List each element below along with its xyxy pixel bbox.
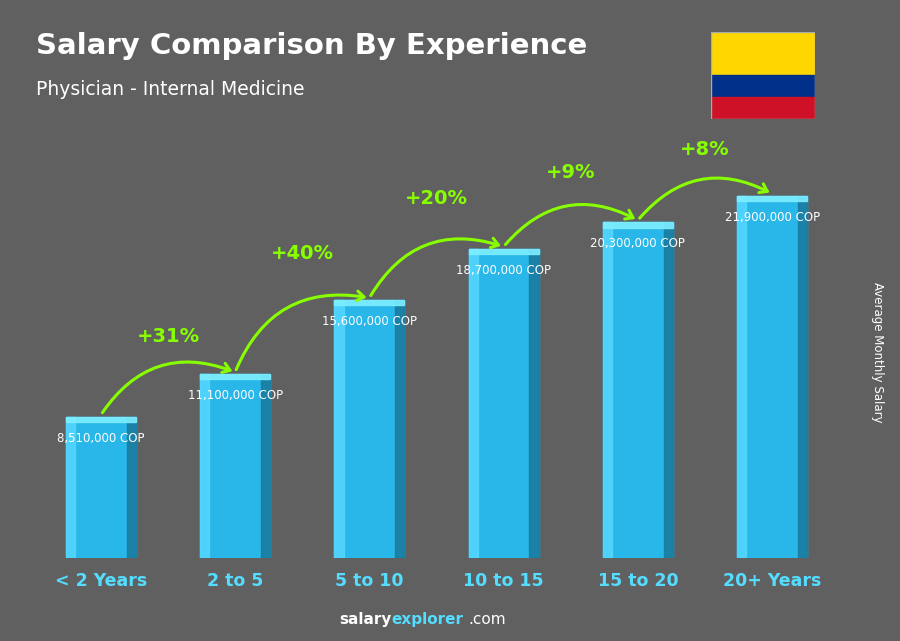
Text: salary: salary (339, 612, 392, 627)
Text: Salary Comparison By Experience: Salary Comparison By Experience (36, 32, 587, 60)
Text: Physician - Internal Medicine: Physician - Internal Medicine (36, 80, 304, 99)
Bar (127, 417, 136, 558)
Bar (469, 249, 538, 558)
Text: 8,510,000 COP: 8,510,000 COP (57, 432, 145, 445)
Text: +8%: +8% (680, 140, 730, 160)
Text: +9%: +9% (546, 163, 596, 181)
Bar (603, 222, 673, 228)
Text: +31%: +31% (137, 328, 200, 346)
Bar (711, 97, 814, 119)
Bar (603, 222, 612, 558)
Bar (66, 417, 136, 422)
Bar (395, 300, 404, 558)
Bar (200, 374, 270, 379)
Text: 11,100,000 COP: 11,100,000 COP (187, 389, 283, 403)
Bar (469, 249, 478, 558)
Bar (737, 196, 807, 558)
Bar (711, 32, 814, 76)
Text: +20%: +20% (405, 189, 468, 208)
Bar (663, 222, 673, 558)
Bar (200, 374, 210, 558)
Bar (711, 76, 814, 97)
Bar (66, 417, 136, 558)
Bar (335, 300, 404, 558)
Bar (737, 196, 746, 558)
Text: 15,600,000 COP: 15,600,000 COP (322, 315, 417, 328)
Text: 21,900,000 COP: 21,900,000 COP (724, 211, 820, 224)
Text: +40%: +40% (271, 244, 334, 263)
Bar (603, 222, 673, 558)
Text: .com: .com (468, 612, 506, 627)
Text: 18,700,000 COP: 18,700,000 COP (456, 264, 551, 277)
Bar (335, 300, 404, 305)
Bar (200, 374, 270, 558)
Bar (469, 249, 538, 254)
Bar (66, 417, 75, 558)
Text: explorer: explorer (392, 612, 464, 627)
Text: Average Monthly Salary: Average Monthly Salary (871, 282, 884, 423)
Bar (335, 300, 344, 558)
Bar (261, 374, 270, 558)
Text: 20,300,000 COP: 20,300,000 COP (590, 237, 685, 251)
Bar (737, 196, 807, 201)
Bar (529, 249, 538, 558)
Bar (798, 196, 807, 558)
